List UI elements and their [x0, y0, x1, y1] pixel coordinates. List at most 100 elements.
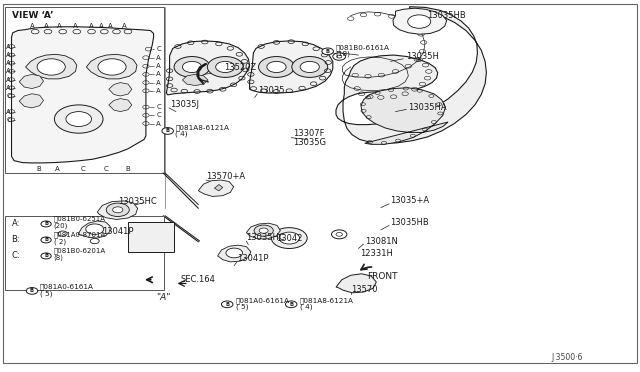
Text: 13041P: 13041P: [102, 227, 134, 236]
Circle shape: [271, 228, 307, 248]
Text: 13035HA: 13035HA: [408, 103, 447, 112]
Text: 13035HC: 13035HC: [118, 197, 157, 206]
Polygon shape: [109, 83, 132, 96]
Circle shape: [285, 301, 297, 308]
Circle shape: [221, 301, 233, 308]
Text: C: C: [103, 166, 108, 172]
Text: B:: B:: [12, 235, 20, 244]
Circle shape: [267, 61, 286, 73]
Text: A: A: [99, 23, 104, 29]
Text: Ⓑ081B0-6251A: Ⓑ081B0-6251A: [54, 216, 106, 222]
Circle shape: [259, 57, 294, 77]
Text: FRONT: FRONT: [367, 272, 398, 280]
Text: Ⓑ081A8-6121A: Ⓑ081A8-6121A: [175, 124, 229, 131]
Text: A: A: [6, 77, 11, 83]
Text: 13035HB: 13035HB: [428, 12, 467, 20]
Circle shape: [66, 112, 92, 126]
Text: B: B: [30, 288, 34, 294]
Circle shape: [37, 59, 65, 75]
Text: B: B: [289, 302, 293, 307]
Text: A: A: [6, 60, 11, 66]
Text: 13035J: 13035J: [170, 100, 198, 109]
Polygon shape: [198, 180, 234, 196]
Polygon shape: [182, 74, 208, 86]
Text: B: B: [44, 221, 48, 227]
Text: C:: C:: [12, 251, 20, 260]
Circle shape: [408, 15, 431, 28]
Text: 13035HB: 13035HB: [390, 218, 429, 227]
Polygon shape: [214, 185, 223, 191]
Polygon shape: [19, 94, 44, 108]
Text: B: B: [225, 302, 229, 307]
Polygon shape: [393, 8, 447, 34]
Text: 13081N: 13081N: [365, 237, 397, 246]
Circle shape: [182, 61, 202, 73]
Circle shape: [292, 57, 328, 77]
Text: 13042: 13042: [276, 234, 303, 243]
Text: C: C: [6, 117, 11, 123]
Circle shape: [322, 48, 333, 55]
Text: Ⓑ081A0-6161A: Ⓑ081A0-6161A: [236, 297, 289, 304]
Circle shape: [26, 288, 38, 294]
Text: A: A: [57, 23, 62, 29]
Text: A: A: [73, 23, 78, 29]
Text: Ⓑ081B0-6201A: Ⓑ081B0-6201A: [54, 248, 106, 254]
Text: B: B: [36, 166, 41, 172]
Text: B: B: [125, 166, 131, 172]
Circle shape: [259, 228, 268, 233]
Text: A: A: [6, 44, 11, 49]
Text: ( 2): ( 2): [54, 238, 66, 245]
Text: J 3500·6: J 3500·6: [552, 353, 583, 362]
Text: A: A: [6, 52, 11, 58]
Circle shape: [41, 253, 51, 259]
Polygon shape: [109, 99, 132, 112]
Circle shape: [41, 221, 51, 227]
Circle shape: [54, 105, 103, 133]
Circle shape: [207, 57, 243, 77]
Text: A: A: [6, 68, 11, 74]
Circle shape: [254, 225, 273, 236]
Text: A:: A:: [12, 219, 20, 228]
Text: SEC.164: SEC.164: [180, 275, 215, 284]
Text: B: B: [44, 237, 48, 243]
Polygon shape: [166, 41, 250, 95]
Text: ( 5): ( 5): [236, 304, 248, 310]
Text: C: C: [81, 166, 86, 172]
Circle shape: [332, 230, 347, 239]
Polygon shape: [78, 221, 110, 238]
Circle shape: [226, 248, 243, 258]
Circle shape: [174, 57, 210, 77]
Circle shape: [86, 224, 104, 234]
Text: 13520Z: 13520Z: [224, 63, 256, 72]
Text: "A": "A": [156, 293, 170, 302]
Text: A: A: [156, 55, 161, 61]
Circle shape: [333, 53, 346, 60]
Circle shape: [279, 232, 300, 244]
Text: B: B: [44, 253, 48, 259]
Polygon shape: [12, 27, 154, 163]
Text: 13570+A: 13570+A: [206, 172, 245, 181]
Polygon shape: [246, 223, 280, 239]
Text: ( 4): ( 4): [300, 304, 312, 310]
Polygon shape: [361, 88, 448, 144]
Text: ⟨8⟩: ⟨8⟩: [54, 255, 64, 261]
Circle shape: [300, 61, 319, 73]
Text: 13035HC: 13035HC: [246, 233, 285, 242]
Text: A: A: [6, 109, 11, 115]
Text: C: C: [156, 112, 161, 118]
Text: VIEW ‘A’: VIEW ‘A’: [12, 12, 53, 20]
Text: 13035G: 13035G: [293, 138, 326, 147]
Text: 12331H: 12331H: [360, 249, 392, 258]
Text: A: A: [55, 166, 60, 172]
Circle shape: [216, 61, 235, 73]
Bar: [128, 222, 174, 252]
Text: A: A: [89, 23, 94, 29]
Text: Ⓑ081A0-6161A: Ⓑ081A0-6161A: [40, 284, 93, 291]
Text: C: C: [156, 104, 161, 110]
Text: A: A: [156, 80, 161, 86]
Text: A: A: [6, 85, 11, 91]
Text: A: A: [156, 71, 161, 77]
Text: Ⓑ081A0-8701A: Ⓑ081A0-8701A: [54, 232, 106, 238]
Text: A: A: [156, 63, 161, 69]
Polygon shape: [26, 54, 77, 79]
